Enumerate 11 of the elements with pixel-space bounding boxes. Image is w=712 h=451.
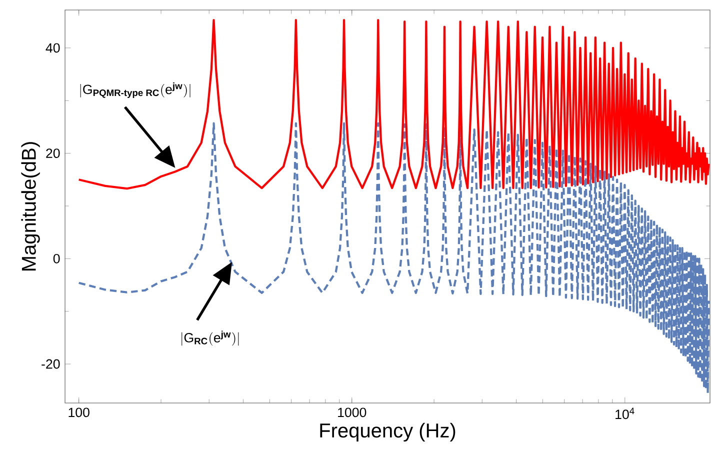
y-axis-title: Magnitude(dB): [21, 142, 40, 270]
x-tick-label: 100: [68, 408, 90, 418]
x-axis-title: Frequency (Hz): [320, 422, 456, 442]
x-tick-label: 10$^{4}$: [616, 408, 634, 420]
x-tick-label: 1000: [338, 408, 366, 418]
y-tick-label: 40: [46, 43, 60, 53]
y-tick-label: 20: [46, 148, 60, 158]
annotation: $|\mathrm{G}_{\textbf{PQMR-type RC}}(\mathrm{e}^{\textbf{jw}})|$: [80, 82, 190, 98]
y-tick-label: -20: [42, 359, 60, 369]
y-tick-label: 0: [53, 254, 60, 264]
annotation: $|\mathrm{G}_{\textbf{RC}}(\mathrm{e}^{\textbf{jw}})|$: [182, 330, 239, 346]
